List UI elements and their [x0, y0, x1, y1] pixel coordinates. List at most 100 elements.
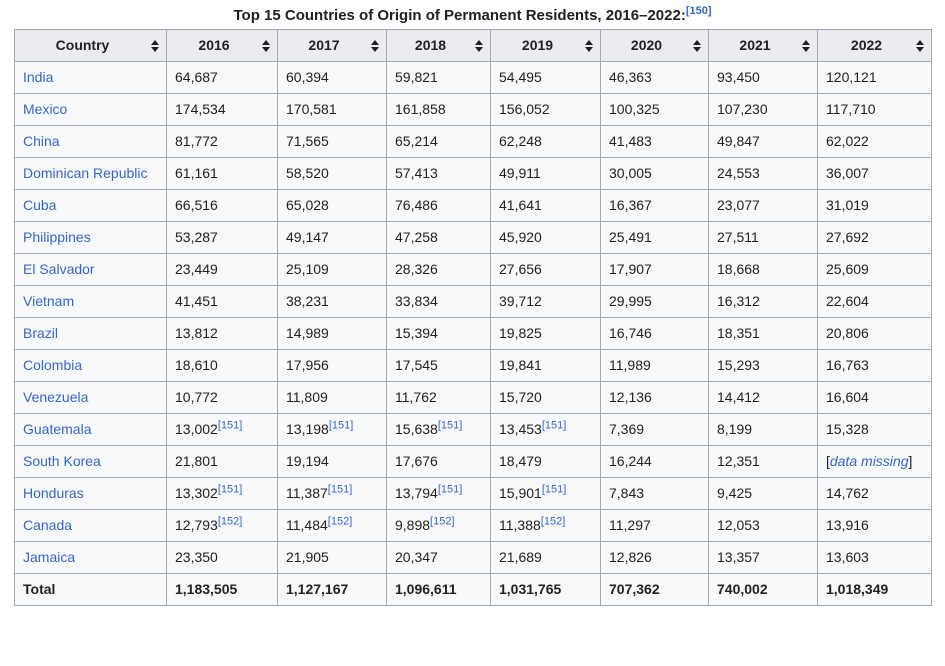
- cell-value: 19,194: [286, 453, 329, 469]
- country-link[interactable]: Brazil: [23, 325, 59, 341]
- column-header-2017[interactable]: 2017: [277, 29, 387, 62]
- cell-value: 13,198: [286, 421, 329, 437]
- country-link[interactable]: South Korea: [23, 453, 101, 469]
- footnote-ref-link[interactable]: [151]: [541, 483, 567, 496]
- footnote-ref-link[interactable]: [152]: [430, 515, 455, 528]
- cell-value: 13,794: [395, 485, 438, 501]
- footnote-ref-link[interactable]: [151]: [541, 419, 567, 432]
- footnote-ref-link[interactable]: [152]: [327, 515, 353, 528]
- cell-value: 28,326: [395, 261, 438, 277]
- value-cell: 13,916: [817, 509, 932, 542]
- cell-value: 61,161: [175, 165, 218, 181]
- cell-value: 41,483: [609, 133, 652, 149]
- table-row: India 64,687 60,394 59,821 54,495 46,363 93,45…: [14, 61, 932, 94]
- sort-up-down-icon: [262, 39, 270, 52]
- cell-value: 12,136: [609, 389, 652, 405]
- table-row: Mexico 174,534 170,581 161,858 156,052 100,32…: [14, 93, 932, 126]
- cell-value: 49,911: [499, 165, 541, 181]
- country-link[interactable]: Philippines: [23, 229, 91, 245]
- country-link[interactable]: India: [23, 69, 54, 85]
- country-cell: Guatemala: [14, 413, 167, 446]
- footnote-ref-link[interactable]: [152]: [540, 515, 566, 528]
- data-missing-link[interactable]: data missing: [829, 453, 909, 469]
- column-header-2020[interactable]: 2020: [600, 29, 709, 62]
- footnote-ref-link[interactable]: [151]: [217, 483, 243, 496]
- cell-value: 15,394: [395, 325, 438, 341]
- value-cell: 13,453[151]: [490, 413, 601, 446]
- country-link[interactable]: Canada: [23, 517, 73, 533]
- cell-value: 21,905: [286, 549, 329, 565]
- cell-value: 11,809: [286, 389, 328, 405]
- value-cell: 41,641: [490, 189, 601, 222]
- cell-value: 16,763: [826, 357, 869, 373]
- footnote-ref-link[interactable]: [151]: [217, 419, 243, 432]
- cell-value: 41,451: [175, 293, 218, 309]
- value-cell: 20,347: [386, 541, 491, 574]
- country-link[interactable]: Jamaica: [23, 549, 76, 565]
- cell-value: 22,604: [826, 293, 869, 309]
- title-ref-link[interactable]: [150]: [685, 5, 712, 17]
- cell-value: 100,325: [609, 101, 660, 117]
- cell-value: 25,491: [609, 229, 652, 245]
- footnote-ref-link[interactable]: [151]: [437, 483, 463, 496]
- column-header-2018[interactable]: 2018: [386, 29, 491, 62]
- country-link[interactable]: Guatemala: [23, 421, 92, 437]
- value-cell: 9,898[152]: [386, 509, 491, 542]
- value-cell: 54,495: [490, 61, 601, 94]
- value-cell: 13,002[151]: [166, 413, 278, 446]
- footnote-ref-link[interactable]: [151]: [328, 419, 354, 432]
- cell-value: 9,425: [717, 485, 753, 501]
- value-cell: 65,214: [386, 125, 491, 158]
- table-row: Vietnam 41,451 38,231 33,834 39,712 29,995 16,…: [14, 285, 932, 318]
- value-cell: 13,198[151]: [277, 413, 387, 446]
- country-cell: Venezuela: [14, 381, 167, 414]
- country-link[interactable]: Colombia: [23, 357, 83, 373]
- cell-value: 45,920: [499, 229, 542, 245]
- column-header-country[interactable]: Country: [14, 29, 167, 62]
- value-cell: 25,109: [277, 253, 387, 286]
- value-cell: 15,328: [817, 413, 932, 446]
- column-header-label: 2018: [414, 37, 447, 53]
- cell-value: 12,053: [717, 517, 760, 533]
- country-link[interactable]: Vietnam: [23, 293, 75, 309]
- cell-value: 33,834: [395, 293, 438, 309]
- cell-value: 18,351: [717, 325, 760, 341]
- country-link[interactable]: China: [23, 133, 60, 149]
- footnote-ref-link[interactable]: [152]: [217, 515, 243, 528]
- value-cell: 53,287: [166, 221, 278, 254]
- column-header-2019[interactable]: 2019: [490, 29, 601, 62]
- value-cell: 28,326: [386, 253, 491, 286]
- cell-value: 18,668: [717, 261, 760, 277]
- cell-value: 170,581: [286, 101, 337, 117]
- cell-value: 7,369: [609, 421, 645, 437]
- cell-value: 17,545: [395, 357, 438, 373]
- cell-value: 11,484: [286, 517, 328, 533]
- footnote-ref-link[interactable]: [151]: [327, 483, 353, 496]
- country-link[interactable]: Dominican Republic: [23, 165, 148, 181]
- country-cell: Dominican Republic: [14, 157, 167, 190]
- cell-value: 30,005: [609, 165, 652, 181]
- sort-up-down-icon: [151, 39, 159, 52]
- residents-table: Country 2016 2017 2018 2019 2020 2021 2022 Indi…: [14, 29, 932, 606]
- country-link[interactable]: Mexico: [23, 101, 68, 117]
- footnote-ref-link[interactable]: [151]: [437, 419, 463, 432]
- value-cell: 15,720: [490, 381, 601, 414]
- column-header-2022[interactable]: 2022: [817, 29, 932, 62]
- value-cell: 45,920: [490, 221, 601, 254]
- cell-value: 14,989: [286, 325, 329, 341]
- table-row: China 81,772 71,565 65,214 62,248 41,483 49,84…: [14, 125, 932, 158]
- country-link[interactable]: El Salvador: [23, 261, 95, 277]
- country-link[interactable]: Honduras: [23, 485, 84, 501]
- cell-value: 25,609: [826, 261, 869, 277]
- value-cell: 39,712: [490, 285, 601, 318]
- value-cell: 76,486: [386, 189, 491, 222]
- country-link[interactable]: Venezuela: [23, 389, 89, 405]
- column-header-2016[interactable]: 2016: [166, 29, 278, 62]
- column-header-2021[interactable]: 2021: [708, 29, 818, 62]
- country-link[interactable]: Cuba: [23, 197, 57, 213]
- cell-value: 27,656: [499, 261, 542, 277]
- value-cell: 14,412: [708, 381, 818, 414]
- cell-value: 8,199: [717, 421, 753, 437]
- cell-value: 38,231: [286, 293, 329, 309]
- column-header-label: 2021: [739, 37, 771, 53]
